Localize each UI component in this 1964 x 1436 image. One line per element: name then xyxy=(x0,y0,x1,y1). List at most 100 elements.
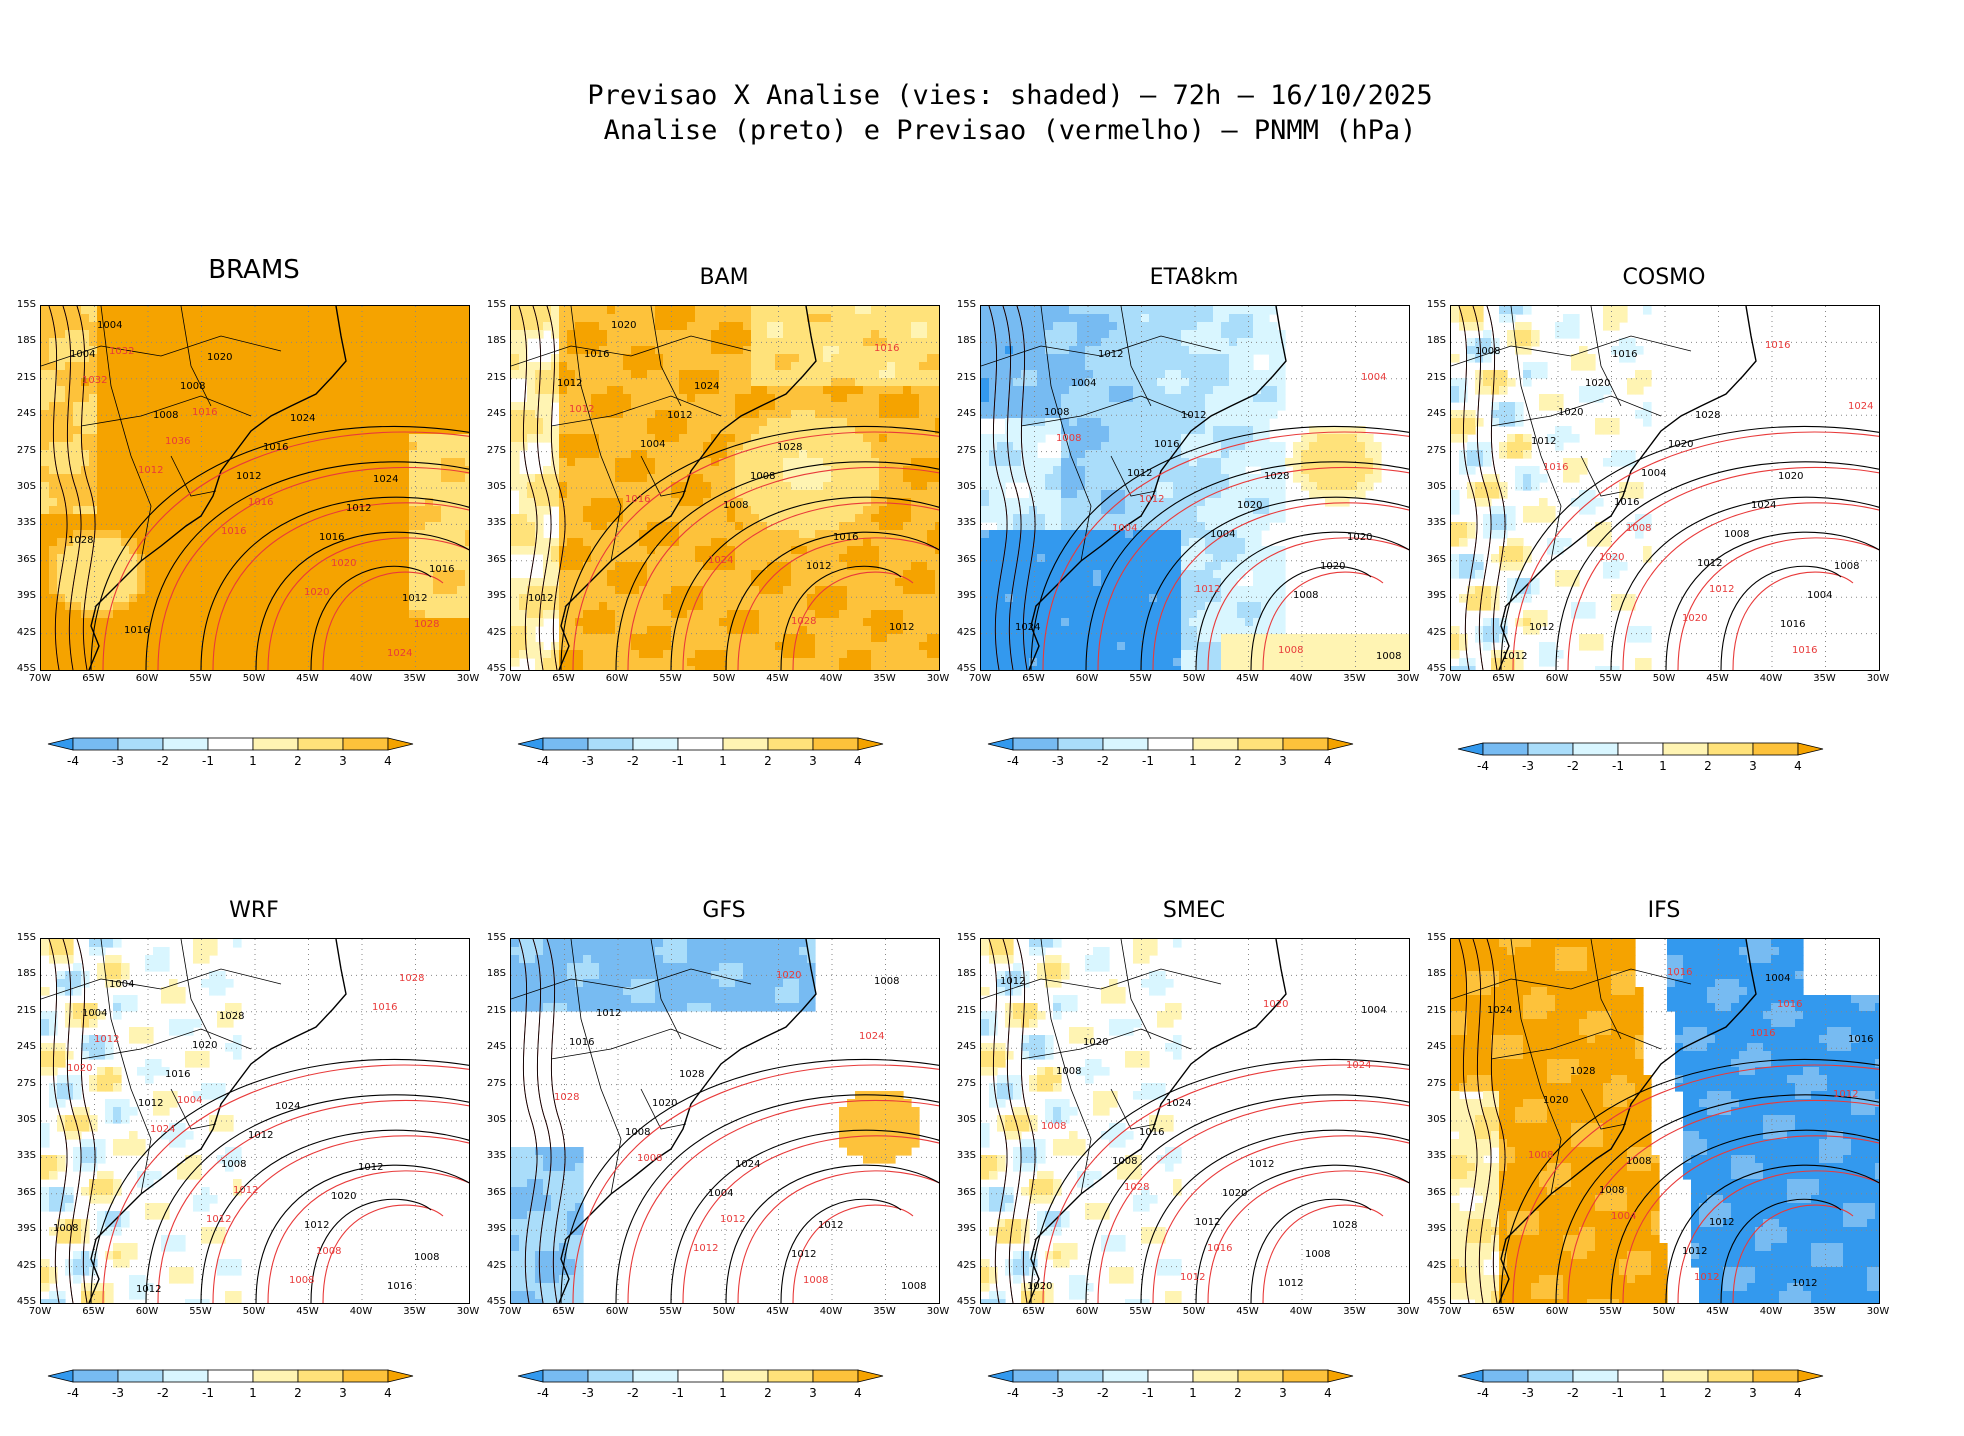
analysis-isobar-label: 1016 xyxy=(1848,1034,1873,1045)
title-line-2: Analise (preto) e Previsao (vermelho) – … xyxy=(603,115,1417,146)
analysis-isobar-label: 1020 xyxy=(1237,500,1262,511)
analysis-isobar-label: 1016 xyxy=(833,532,858,543)
analysis-isobar-label: 1016 xyxy=(569,1037,594,1048)
coastline xyxy=(1498,306,1757,670)
longitude-label: 50W xyxy=(712,673,736,684)
colorbar-tick-label: 4 xyxy=(854,754,862,768)
colorbar-segment xyxy=(677,737,724,751)
forecast-isobar-label: 1012 xyxy=(1694,1272,1719,1283)
longitude-label: 30W xyxy=(456,1306,480,1317)
forecast-isobar-label: 1012 xyxy=(94,1034,119,1045)
latitude-label: 21S xyxy=(1426,1004,1446,1016)
longitude-label: 65W xyxy=(1022,673,1045,684)
political-borders xyxy=(1451,306,1692,562)
colorbar-segment xyxy=(117,737,164,751)
latitude-label: 27S xyxy=(16,1077,36,1089)
analysis-isobars xyxy=(1458,939,1879,1303)
latitude-label: 33S xyxy=(956,1150,976,1162)
longitude-label: 45W xyxy=(1236,1306,1259,1317)
colorbar-right-arrow xyxy=(1327,1369,1354,1383)
longitude-label: 65W xyxy=(552,1306,575,1317)
latitude-label: 33S xyxy=(1426,517,1446,529)
colorbar-tick-label: 3 xyxy=(1749,759,1757,773)
colorbar-segment xyxy=(1282,737,1329,751)
map-canvas: 1004 1008 1012 1016 1012 1004 1008 1016 1012 1016… xyxy=(41,306,469,670)
forecast-isobar-label: 1012 xyxy=(1180,1272,1205,1283)
latitude-label: 39S xyxy=(956,1223,976,1235)
longitude-label: 65W xyxy=(1492,1306,1515,1317)
forecast-isobar-label: 1008 xyxy=(289,1275,314,1286)
colorbar-tick-label: -1 xyxy=(672,754,684,768)
forecast-isobar-label: 1020 xyxy=(331,558,356,569)
colorbar-tick-label: -2 xyxy=(1097,1386,1109,1400)
colorbar-tick-label: 4 xyxy=(1794,759,1802,773)
colorbar-segment xyxy=(1282,1369,1329,1383)
analysis-isobar-label: 1008 xyxy=(1376,651,1401,662)
analysis-isobar-label: 1020 xyxy=(1222,1188,1247,1199)
colorbar-segment xyxy=(1102,737,1149,751)
colorbar-left-arrow xyxy=(1457,742,1484,756)
forecast-isobar-label: 1016 xyxy=(1207,1243,1232,1254)
analysis-isobar-label: 1004 xyxy=(1641,468,1666,479)
map-canvas: 1012 1016 1012 1016 1008 1020 1004 1008 1004 1012… xyxy=(1451,306,1879,670)
analysis-isobar-label: 1012 xyxy=(248,1130,273,1141)
longitude-label: 35W xyxy=(873,1306,896,1317)
latitude-label: 15S xyxy=(16,299,36,310)
forecast-isobar-label: 1016 xyxy=(1765,340,1790,351)
longitude-label: 65W xyxy=(1022,1306,1045,1317)
forecast-isobar-label: 1024 xyxy=(1848,401,1873,412)
colorbar-segment xyxy=(1102,1369,1149,1383)
analysis-isobar-label: 1008 xyxy=(1599,1185,1624,1196)
latitude-label: 45S xyxy=(486,663,506,674)
forecast-isobar-label: 1020 xyxy=(1682,613,1707,624)
colorbar-tick-label: 2 xyxy=(1704,759,1712,773)
colorbar-tick-label: -3 xyxy=(1052,754,1064,768)
colorbar-segment xyxy=(722,1369,769,1383)
forecast-isobar-label: 1004 xyxy=(177,1095,202,1106)
forecast-isobar-label: 1028 xyxy=(414,619,439,630)
analysis-isobar-label: 1024 xyxy=(735,1159,760,1170)
latitude-label: 42S xyxy=(486,626,506,638)
analysis-isobar-label: 1028 xyxy=(1264,471,1289,482)
colorbar-right-arrow xyxy=(1327,737,1354,751)
colorbar-segment xyxy=(587,737,634,751)
forecast-isobar-label: 1016 xyxy=(1792,645,1817,656)
analysis-isobar-label: 1028 xyxy=(679,1069,704,1080)
colorbar-tick-label: -1 xyxy=(672,1386,684,1400)
colorbar-tick-label: 2 xyxy=(294,754,302,768)
forecast-isobar-label: 1008 xyxy=(803,1275,828,1286)
colorbar-segment xyxy=(297,1369,344,1383)
colorbar-tick-label: 3 xyxy=(339,754,347,768)
longitude-label: 70W xyxy=(968,1306,992,1317)
map-frame: 1008 1012 1004 1008 1008 1004 1016 1020 1020 1024… xyxy=(980,305,1410,671)
longitude-label: 30W xyxy=(926,673,950,684)
analysis-isobar-label: 1012 xyxy=(557,378,582,389)
colorbar-tick-label: -3 xyxy=(112,754,124,768)
bias-shading xyxy=(41,939,242,1303)
colorbar-tick-label: -2 xyxy=(1567,759,1579,773)
colorbar-segment xyxy=(1057,737,1104,751)
latitude-label: 18S xyxy=(16,335,36,347)
map-frame: 1008 1004 1012 1008 1016 1020 1024 1012 1008 1012… xyxy=(510,938,940,1304)
longitude-label: 40W xyxy=(1289,1306,1313,1317)
latitude-label: 24S xyxy=(956,408,976,420)
latitude-label: 30S xyxy=(16,1114,36,1125)
longitude-label: 40W xyxy=(1759,673,1783,684)
map-panel-wrf: WRF 1012 1008 1012 1016 1004 1016 1012 1020 1008 1… xyxy=(17,898,479,1317)
analysis-isobar-label: 1008 xyxy=(1724,529,1749,540)
colorbar-segment xyxy=(812,737,859,751)
colorbar-segment xyxy=(1012,1369,1059,1383)
latitude-label: 18S xyxy=(1426,335,1446,347)
latitude-label: 45S xyxy=(16,663,36,674)
forecast-isobar-label: 1016 xyxy=(248,497,273,508)
longitude-label: 60W xyxy=(605,673,629,684)
coastline xyxy=(1028,939,1287,1303)
colorbar-tick-label: 1 xyxy=(1659,1386,1667,1400)
colorbar-tick-label: 1 xyxy=(1189,754,1197,768)
analysis-isobar-label: 1020 xyxy=(1347,532,1372,543)
colorbar-segment xyxy=(1012,737,1059,751)
analysis-isobar-label: 1008 xyxy=(53,1223,78,1234)
analysis-isobar-label: 1020 xyxy=(1558,407,1583,418)
latitude-label: 18S xyxy=(956,968,976,980)
colorbar-segment xyxy=(1482,742,1529,756)
